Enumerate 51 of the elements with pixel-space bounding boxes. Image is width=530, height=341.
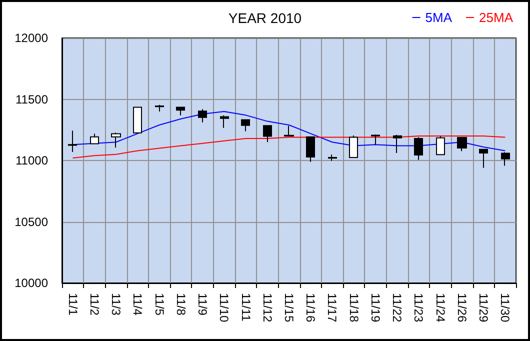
x-tick-label: 11/10 bbox=[217, 293, 232, 322]
candlestick bbox=[111, 132, 121, 148]
x-tick-label: 11/18 bbox=[346, 293, 361, 322]
candlestick bbox=[414, 136, 423, 160]
legend-label: 25MA bbox=[479, 10, 514, 25]
candlestick bbox=[436, 136, 445, 156]
x-tick-label: 11/17 bbox=[325, 293, 340, 322]
candlestick bbox=[220, 114, 229, 128]
x-tick-label: 11/30 bbox=[498, 293, 512, 322]
x-tick-label: 11/16 bbox=[304, 293, 318, 322]
x-tick-label: 11/23 bbox=[412, 293, 426, 322]
x-tick-label: 11/9 bbox=[196, 293, 210, 316]
x-tick-label: 11/11 bbox=[238, 293, 253, 322]
candlestick bbox=[457, 136, 467, 152]
line-series bbox=[72, 136, 506, 159]
x-tick-label: 11/1 bbox=[66, 293, 80, 316]
x-tick-label: 11/12 bbox=[260, 293, 274, 322]
x-tick-label: 11/29 bbox=[476, 293, 491, 322]
candlestick bbox=[393, 134, 402, 154]
candlestick bbox=[349, 135, 358, 158]
x-tick-label: 11/4 bbox=[130, 293, 145, 316]
candlestick bbox=[501, 152, 510, 166]
y-tick-label: 11000 bbox=[16, 154, 48, 168]
y-tick-label: 11500 bbox=[16, 92, 48, 106]
candlestick bbox=[241, 119, 250, 132]
x-tick-label: 11/2 bbox=[87, 293, 102, 316]
y-tick-label: 10000 bbox=[14, 276, 48, 290]
x-tick-label: 11/15 bbox=[282, 293, 296, 322]
candlestick bbox=[284, 125, 294, 137]
candlestick bbox=[68, 130, 77, 153]
candlestick bbox=[176, 106, 185, 116]
y-tick-label: 12000 bbox=[14, 31, 48, 45]
legend-label: 5MA bbox=[425, 10, 452, 25]
candlestick bbox=[371, 134, 380, 146]
x-tick-label: 11/8 bbox=[174, 293, 188, 316]
candlestick bbox=[263, 125, 272, 143]
x-tick-label: 11/26 bbox=[454, 293, 469, 322]
x-tick-label: 11/19 bbox=[368, 293, 382, 322]
candlestick bbox=[479, 148, 488, 168]
y-tick-label: 10500 bbox=[14, 214, 48, 229]
candlestick bbox=[328, 154, 337, 162]
x-tick-label: 11/22 bbox=[390, 293, 404, 322]
candlestick bbox=[155, 104, 164, 112]
candlestick bbox=[198, 108, 207, 123]
candlestick bbox=[306, 136, 315, 162]
x-tick-label: 11/5 bbox=[152, 293, 166, 316]
chart-title: YEAR 2010 bbox=[228, 10, 302, 26]
x-tick-label: 11/24 bbox=[433, 293, 448, 322]
x-tick-label: 11/3 bbox=[109, 293, 124, 316]
candlestick bbox=[133, 106, 142, 134]
candlestick bbox=[90, 133, 99, 144]
